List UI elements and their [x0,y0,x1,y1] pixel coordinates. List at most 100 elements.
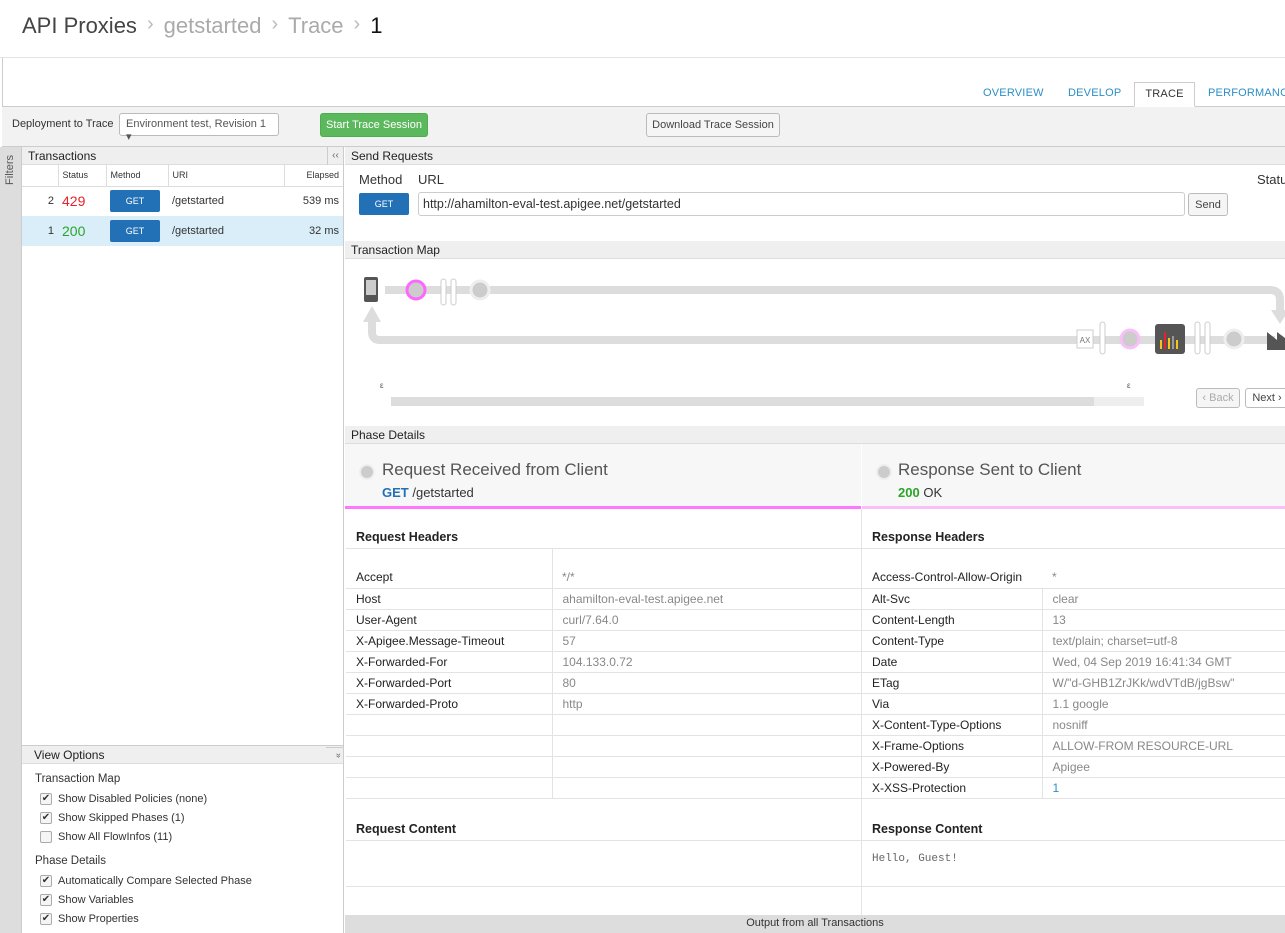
analytics-policy-icon[interactable] [1155,324,1185,354]
header-value: curl/7.64.0 [551,609,861,631]
col-method[interactable]: Method [106,165,169,187]
header-value: ahamilton-eval-test.apigee.net [551,588,861,610]
phase-node[interactable] [469,279,491,301]
transactions-header: Transactions ‹‹ [22,147,343,165]
header-name [346,714,552,736]
col-uri[interactable]: URI [168,165,285,187]
flow-marker [1194,321,1201,355]
header-name: Alt-Svc [862,588,1042,610]
col-status[interactable]: Status [58,165,107,187]
phase-request-card[interactable]: Request Received from Client GET /getsta… [345,444,861,509]
checkbox-checked[interactable]: ✔ [40,913,52,925]
header-name [346,777,552,799]
row-uri: /getstarted [172,225,224,237]
header-value: nosniff [1041,714,1285,736]
phase-dot-icon [359,464,375,480]
header-row: X-Forwarded-Proto http [346,693,861,715]
deployment-select[interactable]: Environment test, Revision 1 ▾ [119,113,279,143]
header-row: Host ahamilton-eval-test.apigee.net [346,588,861,610]
tab-performance[interactable]: PERFORMANCE [1208,87,1285,99]
checkbox-checked[interactable]: ✔ [40,894,52,906]
checkbox-unchecked[interactable] [40,831,52,843]
phase-request-title: Request Received from Client [382,460,608,479]
breadcrumb-proxy[interactable]: getstarted [163,13,262,38]
phase-response-card[interactable]: Response Sent to Client 200 OK [862,444,1285,509]
filters-tab[interactable]: Filters [0,147,22,933]
header-row: X-Forwarded-For 104.133.0.72 [346,651,861,673]
checkbox-checked[interactable]: ✔ [40,812,52,824]
header-name: Content-Type [862,630,1042,652]
header-row [346,735,861,757]
back-button[interactable]: ‹ Back [1196,388,1240,408]
timeline-bar-end [1094,397,1144,406]
option-auto-compare[interactable]: ✔ Automatically Compare Selected Phase [40,875,252,887]
phase-node[interactable] [1223,328,1245,350]
row-number: 2 [47,195,54,208]
header-name: X-Forwarded-For [346,651,552,673]
tab-trace[interactable]: TRACE [1134,82,1195,107]
header-value: */* [552,567,861,589]
phase-request-received[interactable] [405,279,427,301]
method-label: Method [359,172,403,187]
toolbar: Deployment to Trace Environment test, Re… [2,107,1285,147]
breadcrumb-trace[interactable]: Trace [288,13,344,38]
status-code: 429 [62,193,86,210]
deployment-value: Environment test, Revision 1 [126,118,267,130]
request-content-title: Request Content [356,822,456,836]
row-uri: /getstarted [172,195,224,208]
phase-response-sent[interactable] [1119,328,1141,350]
option-show-properties[interactable]: ✔ Show Properties [40,913,139,925]
header-name: X-Apigee.Message-Timeout [346,630,552,652]
header-name: X-Forwarded-Port [346,672,552,694]
phase-response-title: Response Sent to Client [898,460,1082,479]
ax-icon [1076,329,1094,349]
option-show-skipped-phases[interactable]: ✔ Show Skipped Phases (1) [40,812,185,824]
header-value: 1 [1041,777,1285,799]
expand-icon[interactable]: » [326,747,344,763]
row-elapsed: 539 ms [302,195,339,208]
collapse-icon[interactable]: ‹‹ [327,147,343,165]
header-name: X-Powered-By [862,756,1042,778]
header-value: 104.133.0.72 [551,651,861,673]
response-content-body: Hello, Guest! [872,853,958,865]
caret-down-icon: ▾ [126,131,132,143]
header-row: Via 1.1 google [862,693,1285,715]
header-row: Access-Control-Allow-Origin * [862,567,1285,589]
header-name [346,735,552,757]
output-footer[interactable]: Output from all Transactions [345,915,1285,933]
header-name: X-Forwarded-Proto [346,693,552,715]
send-button[interactable]: Send [1188,193,1228,216]
tab-develop[interactable]: DEVELOP [1068,87,1122,99]
header-name [346,756,552,778]
checkbox-checked[interactable]: ✔ [40,875,52,887]
header-value: W/"d-GHB1ZrJKk/wdVTdB/jgBsw" [1041,672,1285,694]
col-elapsed[interactable]: Elapsed [284,165,343,187]
response-headers-title: Response Headers [872,530,985,544]
url-input[interactable]: http://ahamilton-eval-test.apigee.net/ge… [418,192,1185,216]
header-row: Alt-Svc clear [862,588,1285,610]
option-show-variables[interactable]: ✔ Show Variables [40,894,134,906]
phase-details-header: Phase Details [345,426,1285,444]
option-show-disabled-policies[interactable]: ✔ Show Disabled Policies (none) [40,793,208,805]
header-row: X-Forwarded-Port 80 [346,672,861,694]
chevron-right-icon: › [353,13,361,35]
download-trace-button[interactable]: Download Trace Session [646,113,780,137]
table-row[interactable]: 2 429 GET /getstarted 539 ms [22,186,343,216]
header-value: ALLOW-FROM RESOURCE-URL [1041,735,1285,757]
tab-overview[interactable]: OVERVIEW [983,87,1044,99]
start-trace-button[interactable]: Start Trace Session [320,113,428,137]
option-show-all-flowinfos[interactable]: Show All FlowInfos (11) [40,831,172,843]
breadcrumb-api-proxies[interactable]: API Proxies [22,13,137,38]
next-button[interactable]: Next › [1245,388,1285,408]
table-row-selected[interactable]: 1 200 GET /getstarted 32 ms [22,216,343,246]
header-name: User-Agent [346,609,552,631]
breadcrumb: API Proxies › getstarted › Trace › 1 [22,13,392,39]
header-value: 13 [1041,609,1285,631]
header-name: Host [346,588,552,610]
column-divider [861,509,862,915]
checkbox-checked[interactable]: ✔ [40,793,52,805]
header-row: X-Frame-Options ALLOW-FROM RESOURCE-URL [862,735,1285,757]
request-flow-line [385,286,1284,315]
header-name: X-XSS-Protection [862,777,1042,799]
method-select[interactable]: GET [359,193,409,215]
